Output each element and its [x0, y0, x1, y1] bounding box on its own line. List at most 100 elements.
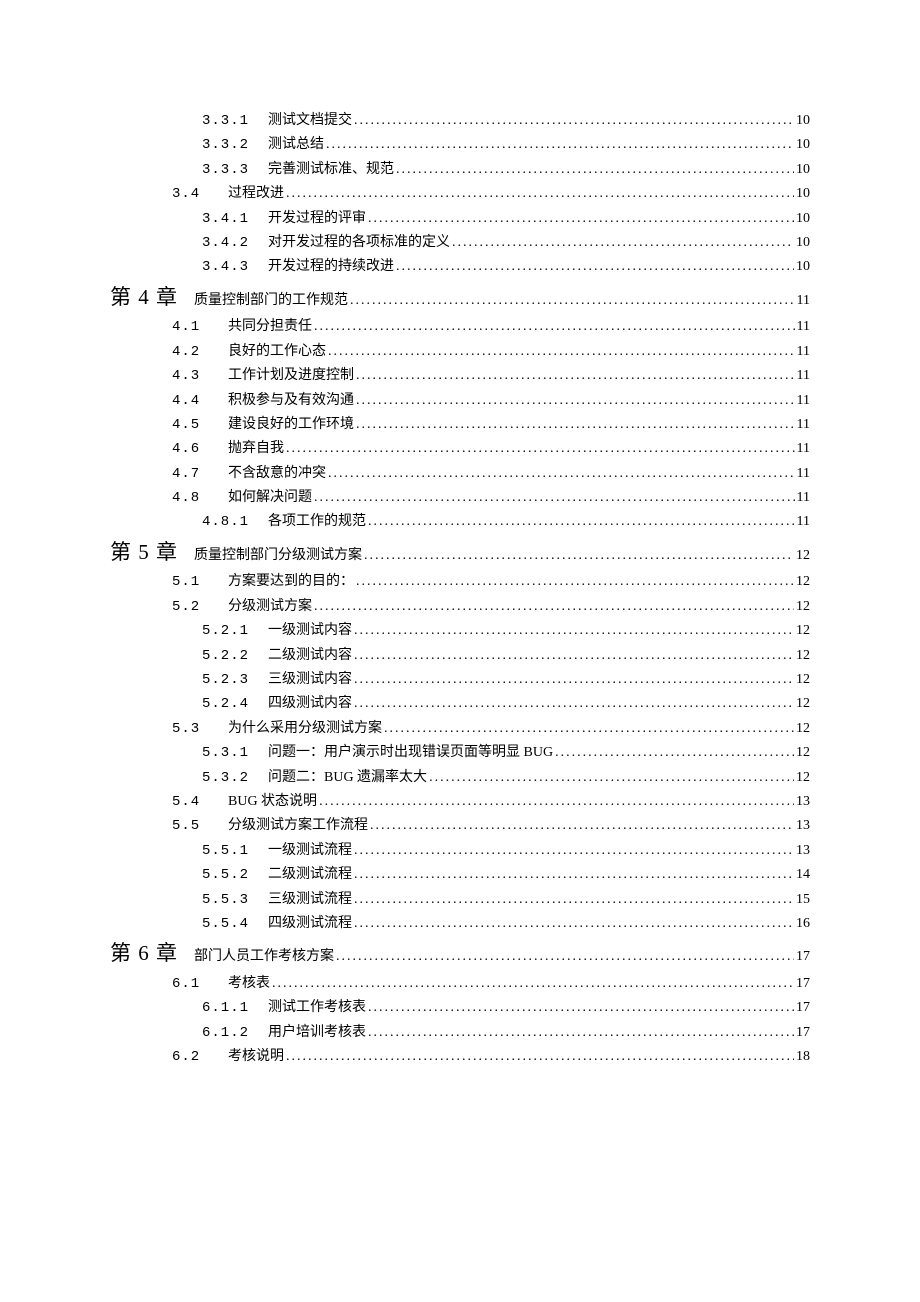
toc-entry-number: 3.4 — [172, 183, 228, 205]
toc-leader-dots: ........................................… — [286, 1046, 794, 1068]
toc-page-number: 12 — [796, 718, 810, 740]
toc-leader-dots: ........................................… — [354, 669, 794, 691]
toc-entry-label: 5.5.2二级测试流程 — [202, 864, 352, 886]
toc-subsection: 4.8.1各项工作的规范............................… — [202, 511, 810, 533]
toc-page-number: 10 — [796, 159, 810, 181]
toc-entry-title: 一级测试内容 — [268, 623, 352, 638]
toc-subsection: 5.2.3三级测试内容.............................… — [202, 669, 810, 691]
toc-chapter-title: 质量控制部门分级测试方案 — [194, 545, 362, 567]
toc-entry-title: 一级测试流程 — [268, 843, 352, 858]
toc-entry-label: 3.4过程改进 — [172, 183, 284, 205]
toc-page-number: 17 — [796, 973, 810, 995]
toc-entry-label: 5.5.1一级测试流程 — [202, 840, 352, 862]
toc-page-number: 11 — [797, 365, 810, 387]
toc-entry-label: 5.5分级测试方案工作流程 — [172, 815, 368, 837]
toc-leader-dots: ........................................… — [336, 946, 794, 968]
toc-page-number: 13 — [796, 840, 810, 862]
toc-entry-label: 5.1方案要达到的目的： — [172, 571, 354, 593]
toc-leader-dots: ........................................… — [384, 718, 794, 740]
toc-section: 5.4BUG 状态说明.............................… — [172, 791, 810, 813]
toc-entry-number: 5.2.2 — [202, 645, 268, 667]
toc-section: 6.2考核说明.................................… — [172, 1046, 810, 1068]
toc-entry-label: 5.3为什么采用分级测试方案 — [172, 718, 382, 740]
toc-entry-label: 6.2考核说明 — [172, 1046, 284, 1068]
toc-entry-number: 6.2 — [172, 1046, 228, 1068]
toc-entry-number: 4.5 — [172, 414, 228, 436]
toc-page-number: 13 — [796, 815, 810, 837]
toc-entry-title: 问题一：用户演示时出现错误页面等明显 BUG — [268, 745, 553, 760]
toc-leader-dots: ........................................… — [314, 596, 794, 618]
toc-subsection: 5.3.1问题一：用户演示时出现错误页面等明显 BUG.............… — [202, 742, 810, 764]
toc-page-number: 12 — [796, 645, 810, 667]
toc-entry-number: 4.8 — [172, 487, 228, 509]
toc-entry-title: 用户培训考核表 — [268, 1025, 366, 1040]
toc-entry-title: 如何解决问题 — [228, 490, 312, 505]
toc-entry-number: 6.1 — [172, 973, 228, 995]
toc-page-number: 12 — [796, 620, 810, 642]
toc-entry-number: 4.4 — [172, 390, 228, 412]
toc-leader-dots: ........................................… — [364, 545, 794, 567]
toc-entry-title: 共同分担责任 — [228, 319, 312, 334]
toc-subsection: 5.5.1一级测试流程.............................… — [202, 840, 810, 862]
toc-leader-dots: ........................................… — [350, 290, 795, 312]
toc-chapter-number: 第 4 章 — [110, 281, 178, 315]
toc-page-number: 11 — [797, 390, 810, 412]
toc-entry-label: 5.2.2二级测试内容 — [202, 645, 352, 667]
toc-entry-title: 为什么采用分级测试方案 — [228, 721, 382, 736]
toc-chapter-number: 第 5 章 — [110, 536, 178, 570]
toc-leader-dots: ........................................… — [429, 767, 794, 789]
toc-subsection: 5.5.3三级测试流程.............................… — [202, 889, 810, 911]
toc-leader-dots: ........................................… — [368, 997, 794, 1019]
toc-entry-title: 抛弃自我 — [228, 441, 284, 456]
toc-entry-title: 不含敌意的冲突 — [228, 466, 326, 481]
toc-page-number: 10 — [796, 134, 810, 156]
toc-entry-label: 5.5.4四级测试流程 — [202, 913, 352, 935]
toc-entry-title: 测试总结 — [268, 137, 324, 152]
toc-subsection: 6.1.1测试工作考核表............................… — [202, 997, 810, 1019]
toc-leader-dots: ........................................… — [356, 390, 795, 412]
toc-entry-label: 3.3.1测试文档提交 — [202, 110, 352, 132]
toc-entry-number: 3.4.3 — [202, 256, 268, 278]
toc-entry-number: 4.8.1 — [202, 511, 268, 533]
toc-section: 4.8如何解决问题...............................… — [172, 487, 810, 509]
toc-leader-dots: ........................................… — [354, 110, 794, 132]
toc-page-number: 13 — [796, 791, 810, 813]
toc-page-number: 12 — [796, 693, 810, 715]
toc-page-number: 17 — [796, 997, 810, 1019]
toc-chapter: 第 4 章质量控制部门的工作规范........................… — [110, 281, 810, 315]
toc-entry-label: 5.4BUG 状态说明 — [172, 791, 317, 813]
toc-entry-title: 分级测试方案 — [228, 599, 312, 614]
toc-entry-number: 3.3.2 — [202, 134, 268, 156]
toc-entry-title: 考核表 — [228, 976, 270, 991]
toc-leader-dots: ........................................… — [396, 159, 794, 181]
toc-section: 6.1考核表..................................… — [172, 973, 810, 995]
toc-entry-title: BUG 状态说明 — [228, 794, 317, 809]
toc-leader-dots: ........................................… — [354, 864, 794, 886]
toc-page-number: 17 — [796, 946, 810, 968]
toc-subsection: 5.5.2二级测试流程.............................… — [202, 864, 810, 886]
toc-entry-number: 4.2 — [172, 341, 228, 363]
toc-section: 5.1方案要达到的目的：............................… — [172, 571, 810, 593]
toc-entry-number: 5.5 — [172, 815, 228, 837]
toc-section: 4.4积极参与及有效沟通............................… — [172, 390, 810, 412]
toc-entry-title: 对开发过程的各项标准的定义 — [268, 235, 450, 250]
toc-leader-dots: ........................................… — [368, 511, 795, 533]
toc-section: 4.2良好的工作心态..............................… — [172, 341, 810, 363]
toc-entry-number: 5.3 — [172, 718, 228, 740]
toc-entry-number: 4.7 — [172, 463, 228, 485]
toc-entry-title: 开发过程的评审 — [268, 211, 366, 226]
toc-leader-dots: ........................................… — [354, 620, 794, 642]
toc-page-number: 12 — [796, 571, 810, 593]
toc-entry-label: 5.2.4四级测试内容 — [202, 693, 352, 715]
toc-page-number: 10 — [796, 256, 810, 278]
toc-subsection: 5.2.1一级测试内容.............................… — [202, 620, 810, 642]
toc-entry-label: 6.1.2用户培训考核表 — [202, 1022, 366, 1044]
toc-entry-title: 三级测试流程 — [268, 892, 352, 907]
toc-section: 5.2分级测试方案...............................… — [172, 596, 810, 618]
toc-entry-number: 5.5.4 — [202, 913, 268, 935]
toc-entry-label: 5.2分级测试方案 — [172, 596, 312, 618]
toc-entry-number: 3.4.1 — [202, 208, 268, 230]
toc-entry-title: 工作计划及进度控制 — [228, 368, 354, 383]
toc-entry-label: 4.4积极参与及有效沟通 — [172, 390, 354, 412]
toc-page-number: 12 — [796, 767, 810, 789]
